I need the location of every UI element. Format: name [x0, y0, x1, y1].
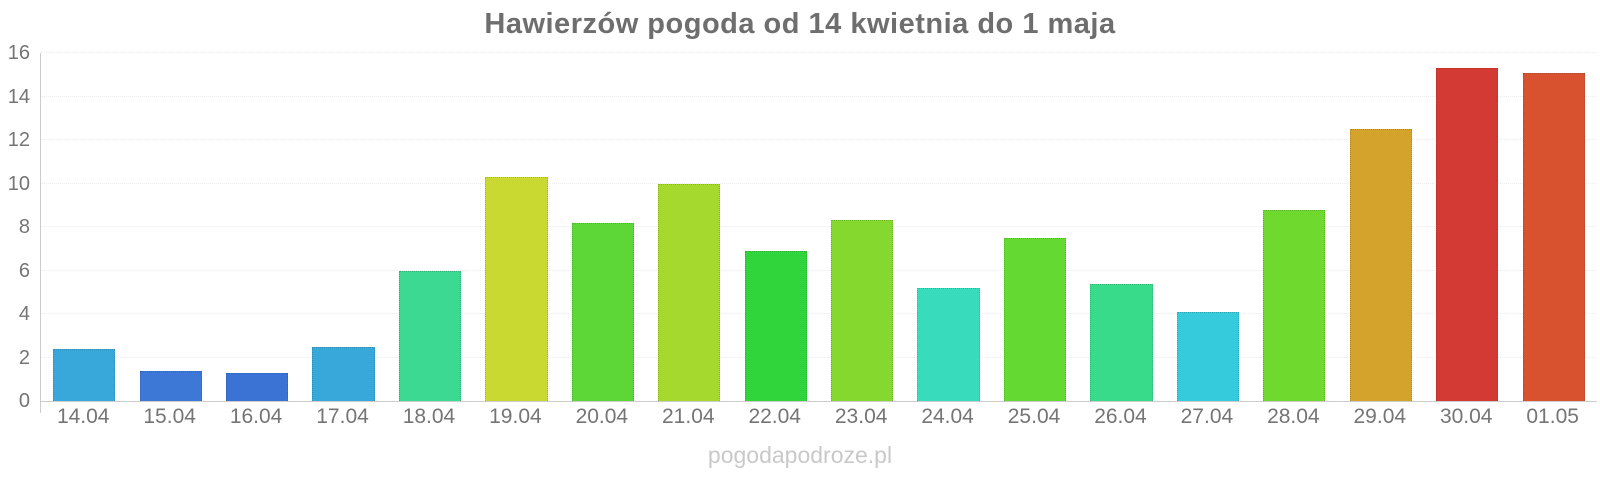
- bar-23.04[interactable]: [831, 220, 894, 401]
- y-axis-tick-label: 8: [18, 216, 30, 238]
- x-axis-tick-label: 14.04: [56, 405, 110, 428]
- x-axis-tick-label: 16.04: [229, 405, 283, 428]
- bar-22.04[interactable]: [744, 250, 807, 401]
- y-axis-stub: [40, 401, 41, 413]
- bar-18.04[interactable]: [398, 270, 462, 401]
- watermark: pogodapodroze.pl: [707, 442, 893, 468]
- y-axis-tick-label: 12: [7, 129, 30, 151]
- bar-slot-22.04: [733, 53, 819, 401]
- gridline-12: [41, 139, 1597, 140]
- bar-slot-18.04: [387, 53, 473, 401]
- bar-slot-29.04: [1338, 53, 1424, 401]
- x-axis-tick-label: 23.04: [834, 405, 888, 428]
- bar-19.04[interactable]: [485, 176, 548, 401]
- x-axis-tick-label: 20.04: [575, 405, 629, 428]
- x-axis-tick-label: 22.04: [748, 405, 801, 428]
- bar-slot-16.04: [214, 53, 300, 401]
- x-axis-tick-label: 19.04: [489, 405, 542, 428]
- bar-slot-26.04: [1078, 53, 1164, 401]
- bar-slot-19.04: [473, 53, 559, 401]
- bar-slot-28.04: [1251, 53, 1337, 401]
- bar-16.04[interactable]: [225, 372, 289, 401]
- x-axis-tick-label: 28.04: [1267, 405, 1320, 428]
- bar-28.04[interactable]: [1263, 209, 1326, 401]
- y-axis-tick-label: 16: [7, 42, 30, 64]
- bar-20.04[interactable]: [571, 222, 634, 401]
- bar-slot-15.04: [127, 53, 213, 401]
- bar-slot-25.04: [992, 53, 1078, 401]
- x-axis-tick-label: 25.04: [1007, 405, 1061, 428]
- bar-slot-30.04: [1424, 53, 1510, 401]
- bar-slot-14.04: [41, 53, 127, 401]
- chart-title: Hawierzów pogoda od 14 kwietnia do 1 maj…: [484, 8, 1116, 40]
- bars-container: [41, 53, 1597, 401]
- gridline-16: [41, 52, 1597, 53]
- bar-30.04[interactable]: [1436, 68, 1499, 401]
- gridline-8: [41, 226, 1597, 227]
- bar-29.04[interactable]: [1349, 129, 1412, 401]
- x-axis-tick-label: 21.04: [662, 405, 715, 428]
- bar-27.04[interactable]: [1176, 311, 1240, 401]
- y-axis-tick-label: 2: [18, 346, 30, 369]
- bar-slot-21.04: [646, 53, 732, 401]
- x-axis-tick-label: 30.04: [1439, 405, 1493, 428]
- gridline-6: [41, 269, 1597, 271]
- bar-slot-17.04: [300, 53, 386, 401]
- x-axis-tick-label: 18.04: [402, 405, 456, 428]
- gridline-2: [41, 356, 1597, 358]
- x-axis-tick-label: 01.05: [1526, 405, 1579, 428]
- y-axis-tick-label: 14: [7, 85, 30, 108]
- bar-15.04[interactable]: [139, 370, 202, 401]
- x-axis-labels: 14.04 15.04 16.04 17.04 18.04 19.04 20.04 21.04…: [40, 405, 1596, 429]
- x-axis-tick-label: 17.04: [316, 405, 369, 428]
- bar-17.04[interactable]: [312, 346, 375, 401]
- y-axis-tick-label: 10: [7, 172, 30, 195]
- x-axis-tick-label: 26.04: [1094, 405, 1147, 428]
- bar-slot-27.04: [1165, 53, 1251, 401]
- gridline-14: [41, 95, 1597, 97]
- bar-21.04[interactable]: [658, 183, 721, 401]
- x-axis-tick-label: 27.04: [1180, 405, 1234, 428]
- x-axis-tick-label: 29.04: [1353, 405, 1407, 428]
- y-axis-tick-label: 4: [18, 303, 30, 325]
- bar-26.04[interactable]: [1090, 283, 1153, 401]
- plot-area: [40, 52, 1597, 413]
- bar-01.05[interactable]: [1522, 72, 1585, 401]
- y-axis-tick-label: 0: [18, 390, 30, 412]
- x-axis-tick-label: 15.04: [143, 405, 196, 428]
- bar-14.04[interactable]: [53, 348, 116, 401]
- y-axis-tick-label: 6: [18, 259, 30, 282]
- bar-25.04[interactable]: [1003, 237, 1067, 401]
- bar-slot-20.04: [560, 53, 646, 401]
- bar-slot-24.04: [905, 53, 991, 401]
- bar-slot-01.05: [1510, 53, 1596, 401]
- x-axis-tick-label: 24.04: [921, 405, 974, 428]
- bar-24.04[interactable]: [917, 287, 980, 401]
- bar-slot-23.04: [819, 53, 905, 401]
- gridline-4: [41, 313, 1597, 314]
- gridline-10: [41, 182, 1597, 184]
